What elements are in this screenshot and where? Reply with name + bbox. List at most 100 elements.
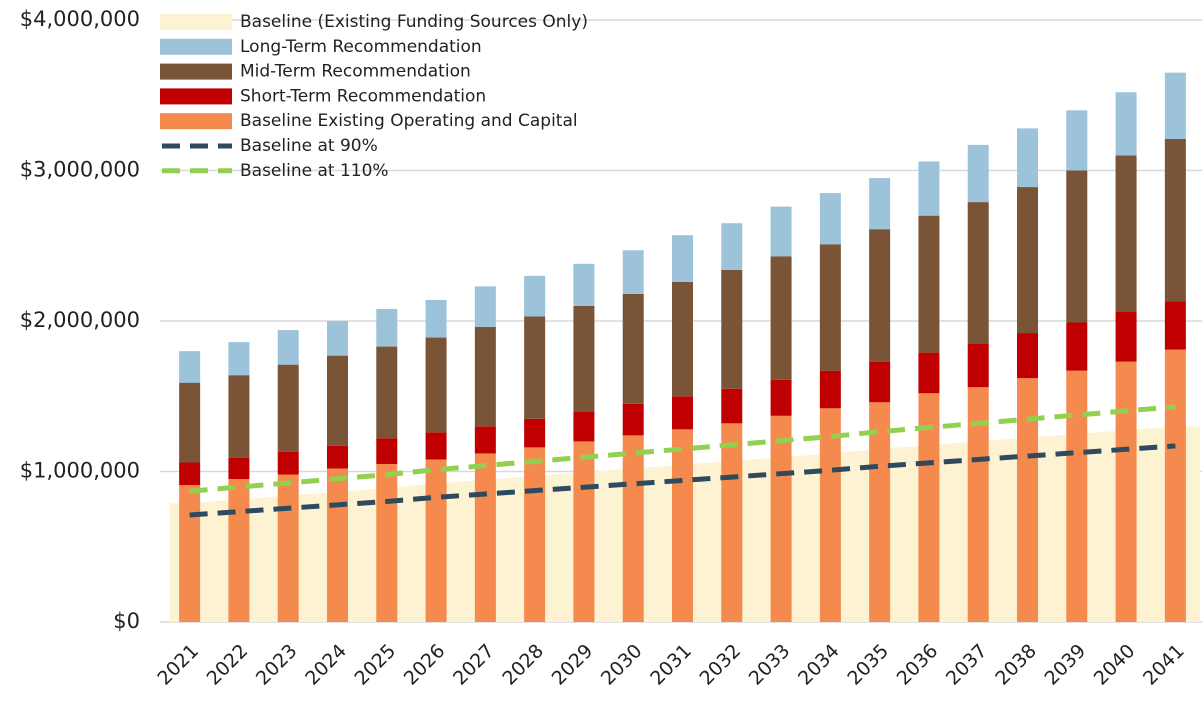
legend-swatch [160, 38, 232, 55]
bar-segment [819, 193, 841, 245]
bar-segment [376, 308, 398, 347]
bar-segment [1115, 311, 1137, 362]
bar-segment [179, 382, 201, 463]
bar-segment [573, 305, 595, 412]
bar-segment [869, 361, 891, 403]
bar-segment [425, 299, 447, 338]
bar-segment [1066, 170, 1088, 323]
bar-segment [1017, 378, 1038, 622]
bar-segment [622, 250, 644, 294]
x-tick-label: 2033 [745, 640, 795, 690]
x-tick-label: 2034 [794, 640, 844, 690]
bar-segment [918, 161, 940, 216]
legend-label: Baseline at 110% [240, 161, 389, 181]
line [189, 443, 1176, 518]
x-tick-label: 2031 [646, 640, 696, 690]
line [189, 404, 1176, 494]
bar-segment [622, 435, 644, 622]
bar-segment [425, 337, 447, 433]
x-tick-label: 2041 [1139, 640, 1189, 690]
bar-segment [1017, 187, 1038, 334]
bar-segment [967, 387, 989, 622]
bar-segment [277, 364, 299, 452]
bar-segment [770, 415, 792, 622]
legend-swatch [160, 63, 232, 80]
bar-segment [672, 281, 693, 397]
bar-segment [228, 375, 250, 458]
bar-segment [1066, 110, 1088, 171]
bar-segment [376, 463, 398, 622]
bar-segment [474, 426, 496, 454]
legend-label: Long-Term Recommendation [240, 37, 482, 57]
bar-segment [327, 355, 348, 446]
bar-segment [228, 457, 250, 480]
x-tick-label: 2022 [203, 640, 253, 690]
bar-segment [1066, 370, 1088, 622]
bar-segment [179, 485, 201, 622]
bar-segment [672, 396, 693, 430]
bar-segment [573, 263, 595, 306]
legend-label: Baseline (Existing Funding Sources Only) [240, 12, 588, 32]
x-tick-label: 2037 [942, 640, 992, 690]
bar-segment [1115, 155, 1137, 312]
bar-segment [179, 462, 201, 486]
bar-segment [524, 275, 546, 317]
bar-segment [622, 293, 644, 404]
bar-segment [869, 229, 891, 362]
bar-segment [1115, 361, 1137, 622]
y-tick-label: $1,000,000 [20, 459, 140, 483]
bar-segment [1164, 138, 1186, 302]
bar-segment [524, 316, 546, 419]
x-tick-label: 2025 [350, 640, 400, 690]
y-tick-label: $4,000,000 [20, 7, 140, 31]
bar-segment [967, 343, 989, 388]
bar-segment [327, 445, 348, 469]
bar-segment [918, 215, 940, 353]
x-tick-label: 2021 [153, 640, 203, 690]
bar-segment [770, 206, 792, 257]
bar-segment [277, 451, 299, 475]
bar-segment [622, 403, 644, 436]
plot [169, 72, 1200, 622]
x-tick-label: 2038 [991, 640, 1041, 690]
bar-segment [967, 144, 989, 203]
bar-segment [1066, 322, 1088, 371]
bar-segment [869, 402, 891, 622]
bar-segment [672, 235, 693, 282]
x-tick-label: 2024 [301, 640, 351, 690]
legend-swatch [160, 14, 232, 30]
bar-segment [327, 468, 348, 622]
bar-segment [1164, 72, 1186, 139]
legend-label: Baseline at 90% [240, 136, 378, 156]
x-tick-label: 2036 [893, 640, 943, 690]
bar-segment [819, 408, 841, 622]
bar-segment [770, 256, 792, 380]
bar-segment [179, 351, 201, 383]
bar-segment [819, 370, 841, 409]
bar-segment [524, 447, 546, 622]
bar-segment [228, 479, 250, 622]
y-tick-label: $3,000,000 [20, 158, 140, 182]
legend: Baseline (Existing Funding Sources Only)… [160, 12, 588, 181]
bar-segment [721, 423, 743, 622]
x-tick-label: 2027 [449, 640, 499, 690]
bar-segment [277, 330, 299, 365]
legend-swatch [160, 113, 232, 130]
bar-segment [573, 441, 595, 622]
bar-segment [721, 269, 743, 389]
legend-swatch [160, 88, 232, 105]
bar-segment [918, 393, 940, 622]
x-tick-label: 2039 [1040, 640, 1090, 690]
x-tick-label: 2026 [400, 640, 450, 690]
y-tick-label: $0 [113, 609, 140, 633]
bar-segment [524, 418, 546, 448]
bar-segment [967, 202, 989, 344]
bar-segment [1164, 349, 1186, 622]
legend-label: Baseline Existing Operating and Capital [240, 111, 578, 131]
bar-segment [770, 379, 792, 416]
bar-segment [1164, 301, 1186, 350]
bar-segment [425, 459, 447, 622]
legend-label: Short-Term Recommendation [240, 86, 486, 106]
bar-segment [474, 327, 496, 427]
